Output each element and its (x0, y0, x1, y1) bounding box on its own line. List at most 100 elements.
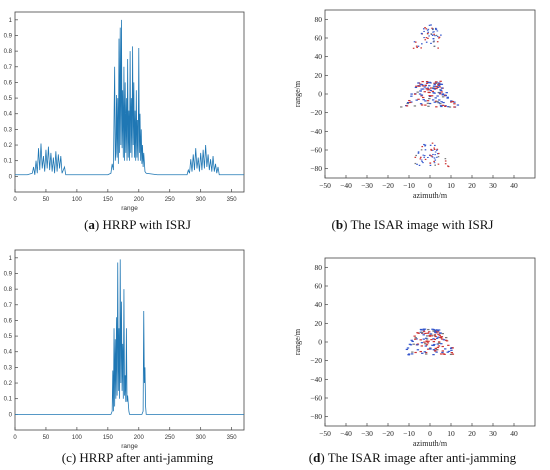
y-tick-label: 20 (315, 319, 323, 328)
y-tick-label: 0.1 (4, 397, 13, 403)
x-tick-label: 50 (43, 435, 50, 441)
scatter-point (440, 105, 443, 108)
scatter-point (440, 101, 443, 103)
scatter-point (434, 27, 437, 30)
scatter-point (439, 103, 442, 105)
x-tick-label: 40 (510, 429, 518, 438)
scatter-point (437, 47, 439, 49)
scatter-point (434, 35, 436, 37)
scatter-point (427, 91, 430, 93)
scatter-point (436, 156, 438, 158)
scatter-point (423, 328, 427, 330)
scatter-point (427, 328, 430, 331)
scatter-point (433, 350, 437, 352)
scatter-point (408, 99, 411, 102)
scatter-point (432, 344, 435, 347)
x-tick-label: 150 (103, 435, 114, 441)
scatter-point (425, 80, 429, 83)
x-tick-label: −20 (382, 181, 394, 190)
scatter-point (429, 144, 432, 146)
x-axis-label: azimuth/m (413, 191, 448, 200)
scatter-point (422, 334, 425, 336)
scatter-point (419, 156, 422, 158)
scatter-point (425, 353, 428, 355)
scatter-point (431, 156, 434, 158)
scatter-point (437, 329, 441, 331)
scatter-point (420, 94, 424, 96)
x-tick-label: 0 (428, 181, 432, 190)
scatter-point (437, 336, 440, 338)
scatter-point (435, 349, 439, 351)
x-tick-label: −30 (361, 429, 373, 438)
scatter-point (439, 89, 442, 91)
scatter-point (433, 40, 435, 42)
scatter-point (429, 164, 432, 166)
scatter-point (437, 84, 440, 86)
scatter-point (430, 42, 432, 44)
scatter-point (444, 105, 447, 108)
scatter-point (417, 98, 420, 100)
x-tick-label: −30 (361, 181, 373, 190)
scatter-point (432, 28, 434, 30)
scatter-point (419, 158, 422, 160)
x-tick-label: 350 (227, 197, 238, 203)
scatter-point (431, 90, 435, 92)
scatter-point (425, 338, 429, 340)
scatter-point (432, 354, 435, 356)
y-tick-label: −60 (310, 394, 322, 403)
scatter-point (414, 41, 417, 43)
scatter-point (423, 37, 425, 39)
scatter-point (415, 99, 418, 101)
y-tick-label: 0.2 (4, 143, 13, 149)
y-tick-label: 80 (315, 15, 323, 24)
y-tick-label: 1 (9, 18, 13, 24)
scatter-point (416, 91, 419, 93)
scatter-point (400, 106, 403, 108)
scatter-point (422, 330, 426, 332)
scatter-point (430, 24, 432, 26)
scatter-point (423, 155, 426, 157)
scatter-point (430, 335, 434, 337)
scatter-point (450, 349, 453, 351)
scatter-point (436, 330, 440, 332)
scatter-point (410, 353, 414, 355)
scatter-point (444, 348, 447, 350)
x-tick-label: −50 (319, 181, 331, 190)
y-tick-label: 0.9 (4, 33, 13, 39)
scatter-point (416, 46, 418, 49)
scatter-point (413, 105, 417, 107)
scatter-point (434, 144, 436, 147)
scatter-point (432, 87, 435, 90)
scatter-point (441, 104, 445, 106)
x-tick-label: −10 (403, 429, 415, 438)
scatter-point (435, 337, 439, 339)
scatter-point (435, 34, 438, 37)
scatter-point (410, 95, 413, 97)
scatter-point (424, 343, 427, 345)
scatter-point (433, 148, 436, 151)
scatter-point (439, 105, 443, 107)
scatter-point (432, 38, 435, 40)
scatter-point (437, 345, 441, 347)
scatter-point (430, 33, 433, 35)
panel-b: −50 −40 −30 −20 −10 0 10 20 30 40 −80 −60 −40 −20 0 20 4… (293, 9, 536, 200)
scatter-point (436, 331, 440, 333)
x-tick-label: −10 (403, 181, 415, 190)
scatter-point (434, 164, 436, 166)
scatter-point (420, 47, 422, 49)
x-tick-label: −40 (340, 181, 352, 190)
scatter-point (420, 159, 423, 161)
scatter-point (406, 102, 409, 105)
scatter-point (439, 80, 442, 82)
scatter-point (414, 338, 417, 340)
x-tick-label: 100 (72, 435, 83, 441)
scatter-point (424, 144, 427, 146)
scatter-point (440, 87, 444, 89)
scatter-point (417, 45, 420, 47)
scatter-point (434, 335, 437, 338)
scatter-point (447, 344, 450, 346)
scatter-point (426, 32, 429, 35)
scatter-point (439, 89, 443, 92)
scatter-point (422, 88, 425, 90)
